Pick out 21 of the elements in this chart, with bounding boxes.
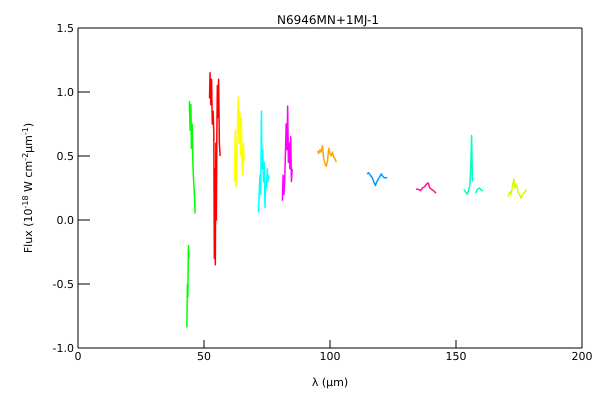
line-series — [316, 145, 338, 167]
x-tick-label: 200 — [572, 350, 592, 363]
y-tick-label: -1.0 — [52, 342, 74, 355]
x-tick-label: 0 — [74, 350, 82, 363]
line-series — [282, 105, 293, 202]
line-series — [258, 110, 270, 214]
line-series — [415, 182, 437, 194]
y-tick-label: 1.0 — [56, 86, 74, 99]
y-tick-label: 0.5 — [56, 150, 74, 163]
x-tick-label: 50 — [197, 350, 211, 363]
y-tick-label: 0.0 — [56, 214, 74, 227]
x-tick-label: 150 — [446, 350, 466, 363]
x-axis-title: λ (μm) — [312, 376, 348, 389]
y-tick-label: 1.5 — [56, 22, 74, 35]
chart-title: N6946MN+1MJ-1 — [277, 13, 379, 27]
line-series — [366, 172, 388, 186]
line-series — [507, 178, 528, 199]
line-series — [234, 96, 245, 188]
x-tick-label: 100 — [320, 350, 340, 363]
y-tick-label: -0.5 — [52, 278, 74, 291]
line-series — [208, 72, 221, 266]
